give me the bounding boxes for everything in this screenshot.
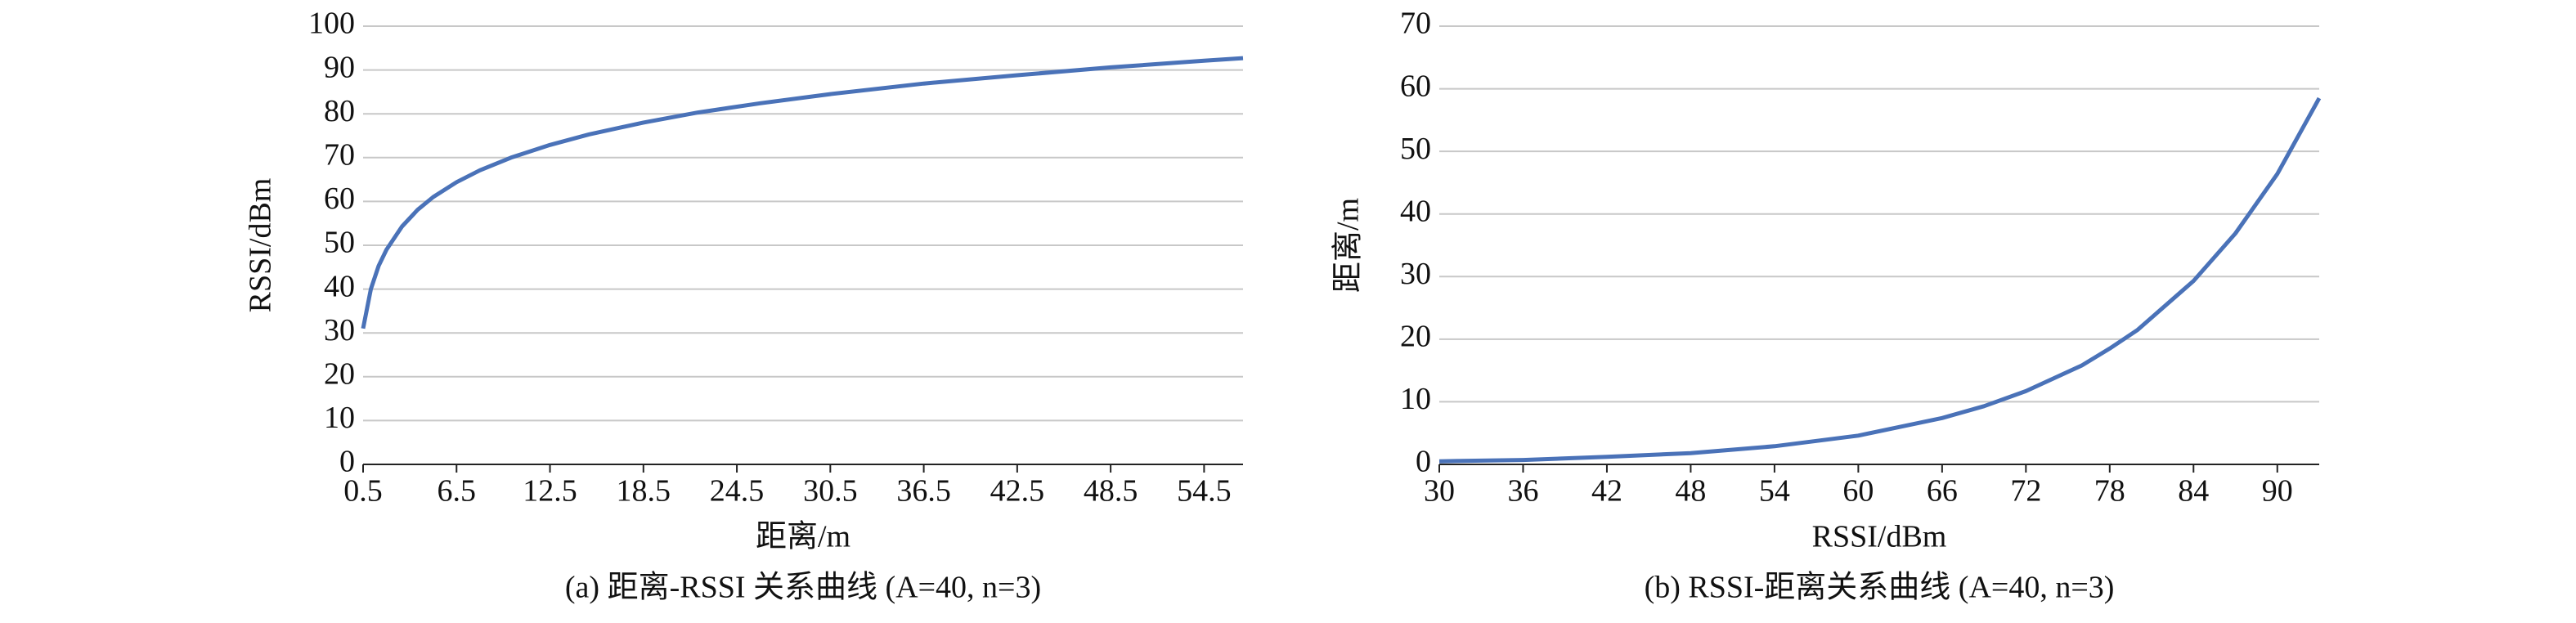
x-tick-label: 42 <box>1591 474 1622 509</box>
y-tick-label: 80 <box>324 94 355 128</box>
data-line <box>361 56 1244 329</box>
caption: (b) RSSI-距离关系曲线 (A=40, n=3) <box>1645 571 2115 605</box>
y-tick-label: 20 <box>1400 320 1431 354</box>
y-tick-label: 70 <box>324 138 355 173</box>
x-tick-label: 36.5 <box>896 474 951 509</box>
x-tick-label: 60 <box>1842 474 1874 509</box>
x-tick-label: 54.5 <box>1177 474 1232 509</box>
y-tick-label: 10 <box>1400 382 1431 416</box>
y-tick-label: 60 <box>324 182 355 216</box>
x-tick-label: 42.5 <box>990 474 1045 509</box>
data-line <box>1438 96 2322 464</box>
x-axis-label: 距离/m <box>756 520 850 554</box>
x-tick-label: 12.5 <box>523 474 577 509</box>
y-tick-label: 20 <box>324 357 355 392</box>
y-tick-label: 0 <box>1416 445 1431 479</box>
x-tick-label: 66 <box>1927 474 1958 509</box>
x-tick-label: 48 <box>1675 474 1706 509</box>
y-tick-label: 90 <box>324 50 355 84</box>
x-tick-label: 54 <box>1759 474 1790 509</box>
x-tick-label: 30.5 <box>803 474 858 509</box>
x-axis-label: RSSI/dBm <box>1812 520 1947 554</box>
x-tick-label: 48.5 <box>1084 474 1138 509</box>
y-tick-label: 40 <box>1400 194 1431 228</box>
y-tick-label: 60 <box>1400 69 1431 103</box>
x-tick-label: 36 <box>1507 474 1538 509</box>
x-tick-label: 18.5 <box>617 474 671 509</box>
x-tick-label: 90 <box>2262 474 2293 509</box>
x-tick-label: 30 <box>1424 474 1455 509</box>
y-axis-label: 距离/m <box>1331 198 1366 293</box>
y-tick-label: 40 <box>324 269 355 303</box>
x-tick-label: 72 <box>2010 474 2041 509</box>
x-tick-label: 78 <box>2094 474 2125 509</box>
y-tick-label: 50 <box>1400 132 1431 166</box>
y-axis-label: RSSI/dBm <box>244 178 278 313</box>
y-tick-label: 50 <box>324 226 355 260</box>
x-tick-label: 84 <box>2178 474 2209 509</box>
y-tick-label: 0 <box>339 445 355 479</box>
y-tick-label: 100 <box>308 7 355 41</box>
x-tick-label: 24.5 <box>710 474 765 509</box>
x-tick-label: 6.5 <box>438 474 477 509</box>
x-tick-label: 0.5 <box>343 474 383 509</box>
caption: (a) 距离-RSSI 关系曲线 (A=40, n=3) <box>565 571 1041 605</box>
y-tick-label: 30 <box>324 313 355 347</box>
y-tick-label: 30 <box>1400 257 1431 291</box>
y-tick-label: 70 <box>1400 7 1431 41</box>
y-tick-label: 10 <box>324 401 355 435</box>
